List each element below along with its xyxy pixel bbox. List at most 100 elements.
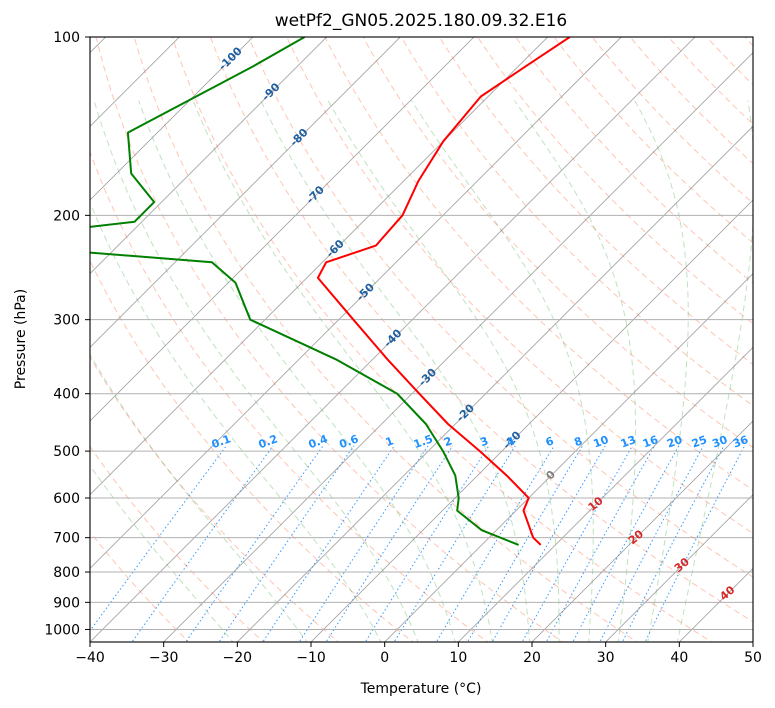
isotherm-line <box>531 420 753 642</box>
dry-adiabat-line <box>629 37 753 165</box>
mixing-ratio-label: 2 <box>442 434 454 449</box>
isotherm-line <box>236 125 753 642</box>
dry-adiabat-line <box>90 259 414 642</box>
isotherm-line <box>457 346 753 642</box>
moist-adiabat-line <box>410 100 594 642</box>
y-tick-label: 600 <box>53 491 80 507</box>
dry-adiabat-line <box>324 37 753 491</box>
mixing-ratio-label: 6 <box>544 434 556 449</box>
y-tick-label: 800 <box>53 565 80 581</box>
x-tick-label: −30 <box>149 650 179 666</box>
y-tick-label: 900 <box>53 595 80 611</box>
mixing-ratio-line <box>262 445 395 642</box>
isotherm-line <box>163 52 753 642</box>
moist-adiabat-line <box>90 201 382 642</box>
isotherms <box>90 37 753 642</box>
mixing-ratio-line <box>599 445 704 642</box>
mixing-ratio-line <box>621 445 725 642</box>
isotherm-line <box>90 37 328 275</box>
x-tick-label: 50 <box>744 650 762 666</box>
y-axis-label: Pressure (hPa) <box>13 289 29 389</box>
isotherm-label: -30 <box>416 366 439 389</box>
dry-adiabat-line <box>286 37 753 534</box>
y-tick-label: 500 <box>53 444 80 460</box>
isotherm-label: -40 <box>381 326 404 349</box>
dry-adiabat-line <box>438 37 753 366</box>
isotherm-line <box>752 641 753 642</box>
dry-adiabat-line <box>90 150 489 642</box>
x-tick-label: 40 <box>670 650 688 666</box>
dry-adiabat-line <box>133 37 638 642</box>
mixing-ratio-label: 8 <box>572 434 584 449</box>
dry-adiabat-line <box>209 37 753 623</box>
dry-adiabat-line <box>477 37 753 325</box>
moist-adiabat-line <box>327 100 560 642</box>
moist-adiabats <box>90 100 753 642</box>
isotherm-label: -20 <box>454 401 477 424</box>
dry-adiabat-line <box>400 37 753 407</box>
dry-adiabat-line <box>248 37 753 578</box>
mixing-ratio-lines <box>90 445 746 642</box>
mixing-ratio-label: 3 <box>478 434 490 449</box>
moist-adiabat-line <box>192 100 493 642</box>
mixing-ratio-label: 36 <box>731 433 750 451</box>
mixing-ratio-label: 1 <box>384 434 396 449</box>
dry-adiabat-line <box>744 37 753 47</box>
mixing-ratio-line <box>325 445 454 642</box>
x-tick-label: 0 <box>380 650 389 666</box>
isotherm-label: 0 <box>543 468 558 483</box>
isotherm-line <box>90 37 475 422</box>
mixing-ratio-line <box>545 445 656 642</box>
isotherm-line <box>605 494 753 642</box>
sounding-series <box>90 37 571 546</box>
y-tick-label: 700 <box>53 531 80 547</box>
y-axis: 100 200 300 400 500 600 700 800 900 1000 <box>44 30 90 638</box>
dry-adiabat-line <box>362 37 753 449</box>
mixing-ratio-label: 4 <box>505 434 517 449</box>
mixing-ratio-label: 25 <box>690 433 709 450</box>
y-tick-label: 300 <box>53 313 80 329</box>
mixing-ratio-label: 20 <box>665 433 684 451</box>
moist-adiabat-line <box>90 464 234 642</box>
x-axis-label: Temperature (°C) <box>360 681 482 697</box>
isotherm-line <box>678 567 753 642</box>
moist-adiabat-line <box>138 100 456 642</box>
dry-adiabat-line <box>591 37 753 204</box>
isotherm-line <box>90 37 696 642</box>
dry-adiabat-line <box>171 37 713 642</box>
x-tick-label: 20 <box>523 650 541 666</box>
mixing-ratio-label: 10 <box>592 433 611 451</box>
isotherm-line <box>90 37 254 201</box>
moist-adiabat-line <box>260 100 530 642</box>
isotherm-line <box>310 199 753 642</box>
y-tick-label: 200 <box>53 208 80 224</box>
mixing-ratio-line <box>435 445 555 642</box>
mixing-ratio-line <box>218 445 355 642</box>
mixing-ratio-line <box>131 445 274 642</box>
mixing-ratio-line <box>521 445 633 642</box>
x-tick-label: 10 <box>449 650 467 666</box>
isotherm-label: -90 <box>259 80 282 103</box>
isotherm-line <box>90 37 549 496</box>
isotherm-line <box>384 273 753 642</box>
mixing-ratio-label: 0.6 <box>338 432 361 451</box>
dry-adiabat-line <box>770 24 775 645</box>
dry-adiabat-line <box>667 37 753 125</box>
isotherm-label: -50 <box>354 280 377 303</box>
plot-frame <box>89 36 754 643</box>
y-tick-label: 100 <box>53 30 80 46</box>
moist-adiabat-line <box>90 353 308 642</box>
moist-adiabat-line <box>514 100 636 642</box>
isotherm-label: -100 <box>216 44 245 73</box>
plot-area: -100-90-80-70-60-50-40-30-20-1000.1 0.2 0.… <box>90 24 775 645</box>
mixing-ratio-line <box>185 445 324 642</box>
y-tick-label: 1000 <box>44 622 80 638</box>
moist-adiabat-line <box>93 100 419 642</box>
mixing-ratio-label: 1.5 <box>412 432 435 451</box>
x-tick-label: −40 <box>75 650 105 666</box>
dewpoint-profile-line <box>90 37 519 546</box>
moist-adiabat-line <box>676 100 753 642</box>
dry-adiabat-line <box>90 356 340 642</box>
